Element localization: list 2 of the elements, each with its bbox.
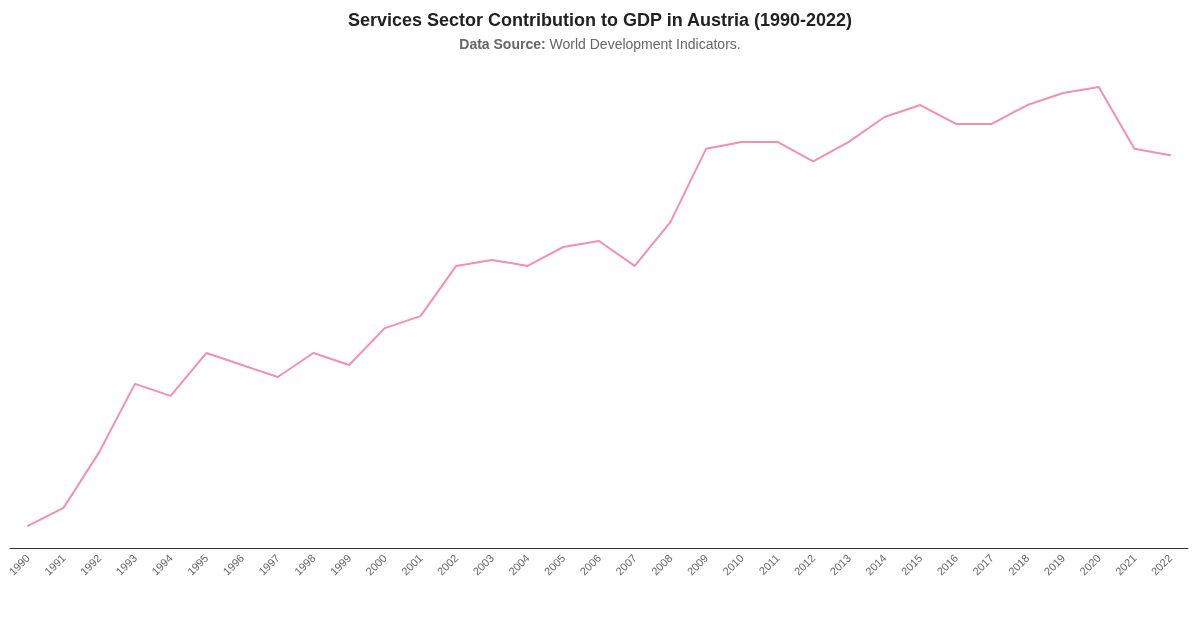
chart-title: Services Sector Contribution to GDP in Austria (1990-2022): [347, 10, 853, 30]
chart-subtitle: Data Source: World Development Indicators.: [459, 36, 741, 52]
